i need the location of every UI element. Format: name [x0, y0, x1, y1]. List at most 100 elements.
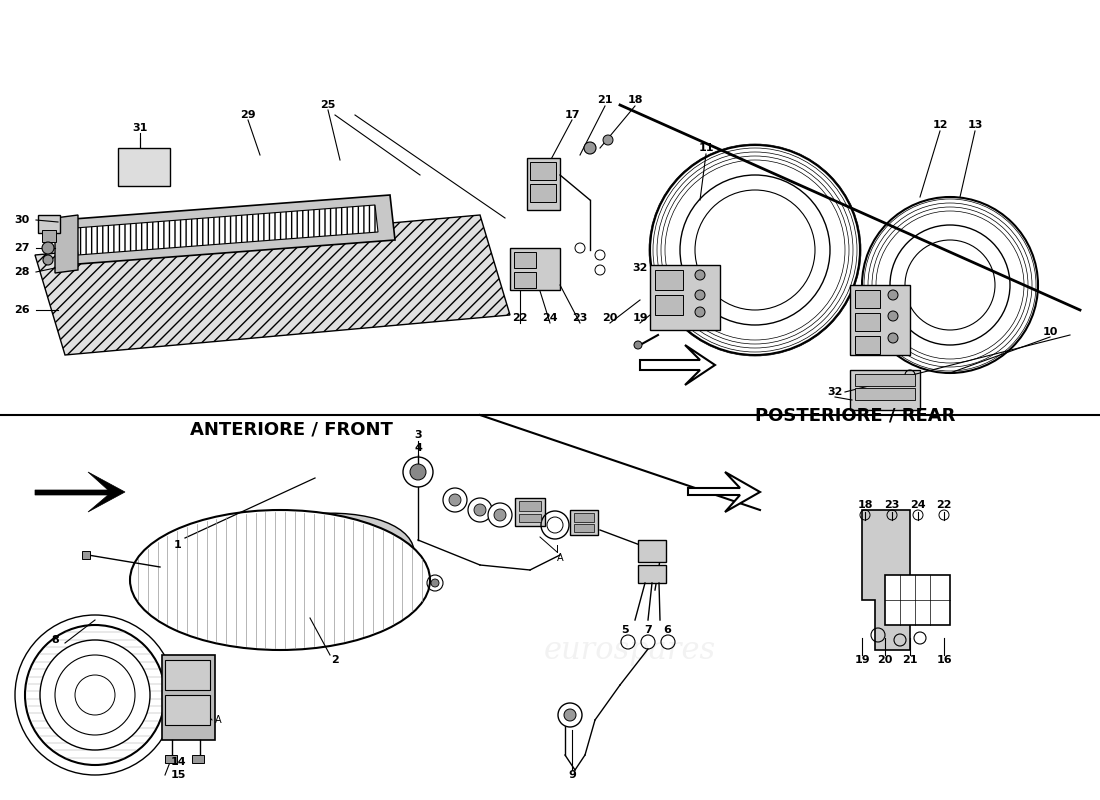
Text: 14: 14	[170, 757, 186, 767]
Text: 23: 23	[572, 313, 587, 323]
Text: eurospares: eurospares	[194, 534, 366, 566]
Text: A: A	[557, 553, 563, 563]
Text: 18: 18	[857, 500, 872, 510]
Bar	[574, 513, 594, 522]
Polygon shape	[862, 510, 910, 650]
Circle shape	[862, 197, 1038, 373]
Polygon shape	[162, 655, 214, 740]
Circle shape	[431, 579, 439, 587]
Circle shape	[634, 341, 642, 349]
Bar	[42, 230, 56, 242]
Circle shape	[474, 504, 486, 516]
Circle shape	[494, 509, 506, 521]
Text: 21: 21	[902, 655, 917, 665]
Bar	[165, 755, 177, 763]
Bar	[638, 540, 666, 562]
Text: 20: 20	[603, 313, 618, 323]
Circle shape	[905, 240, 996, 330]
Circle shape	[43, 255, 53, 265]
Text: 24: 24	[542, 313, 558, 323]
Text: 11: 11	[698, 143, 714, 153]
Bar	[165, 695, 210, 725]
Circle shape	[468, 498, 492, 522]
Text: ANTERIORE / FRONT: ANTERIORE / FRONT	[190, 421, 393, 439]
Bar	[638, 565, 666, 583]
Text: 9: 9	[568, 770, 576, 780]
Text: 5: 5	[621, 625, 629, 635]
Bar	[165, 660, 210, 690]
Circle shape	[695, 190, 815, 310]
Polygon shape	[35, 472, 125, 512]
Bar	[515, 498, 544, 526]
Bar	[530, 162, 556, 180]
Circle shape	[403, 457, 433, 487]
Circle shape	[558, 703, 582, 727]
Circle shape	[650, 145, 860, 355]
Polygon shape	[60, 195, 395, 265]
Text: 6: 6	[663, 625, 671, 635]
Bar	[654, 295, 683, 315]
Text: 30: 30	[14, 215, 30, 225]
Circle shape	[564, 709, 576, 721]
Text: 26: 26	[14, 305, 30, 315]
Circle shape	[890, 225, 1010, 345]
Text: 32: 32	[632, 263, 648, 273]
Polygon shape	[75, 205, 378, 255]
Bar	[855, 313, 880, 331]
Circle shape	[603, 135, 613, 145]
Circle shape	[443, 488, 468, 512]
Polygon shape	[35, 215, 510, 355]
Text: 8: 8	[51, 635, 59, 645]
Bar	[192, 755, 204, 763]
Text: 29: 29	[240, 110, 256, 120]
Bar	[82, 551, 90, 559]
Polygon shape	[55, 215, 78, 273]
Text: 16: 16	[936, 655, 952, 665]
Bar	[855, 290, 880, 308]
Polygon shape	[510, 248, 560, 290]
Text: 28: 28	[14, 267, 30, 277]
Circle shape	[25, 625, 165, 765]
Text: 27: 27	[14, 243, 30, 253]
Text: 22: 22	[936, 500, 952, 510]
Text: 17: 17	[564, 110, 580, 120]
Circle shape	[695, 270, 705, 280]
Bar	[514, 272, 536, 288]
Bar	[514, 252, 536, 268]
Circle shape	[449, 494, 461, 506]
Bar	[39, 215, 60, 233]
Ellipse shape	[196, 513, 415, 617]
Bar	[855, 388, 915, 400]
Text: 4: 4	[414, 443, 422, 453]
Bar	[570, 510, 598, 535]
Bar	[118, 148, 170, 186]
Text: 21: 21	[597, 95, 613, 105]
Bar	[855, 336, 880, 354]
Text: POSTERIORE / REAR: POSTERIORE / REAR	[755, 406, 956, 424]
Circle shape	[584, 142, 596, 154]
Text: 12: 12	[933, 120, 948, 130]
Text: 19: 19	[855, 655, 870, 665]
Text: 23: 23	[884, 500, 900, 510]
Text: 22: 22	[513, 313, 528, 323]
Text: 1: 1	[174, 540, 182, 550]
Bar	[654, 270, 683, 290]
Bar	[855, 374, 915, 386]
Circle shape	[680, 175, 830, 325]
Ellipse shape	[130, 510, 430, 650]
Circle shape	[40, 640, 150, 750]
Text: 24: 24	[910, 500, 926, 510]
Polygon shape	[527, 158, 560, 210]
Text: 2: 2	[331, 655, 339, 665]
Polygon shape	[850, 370, 920, 410]
Circle shape	[695, 290, 705, 300]
Text: 25: 25	[320, 100, 336, 110]
Text: 20: 20	[878, 655, 893, 665]
Circle shape	[888, 290, 898, 300]
Text: 32: 32	[827, 387, 843, 397]
Text: 15: 15	[170, 770, 186, 780]
Text: 19: 19	[632, 313, 648, 323]
Polygon shape	[688, 472, 760, 512]
Text: 7: 7	[645, 625, 652, 635]
Circle shape	[488, 503, 512, 527]
